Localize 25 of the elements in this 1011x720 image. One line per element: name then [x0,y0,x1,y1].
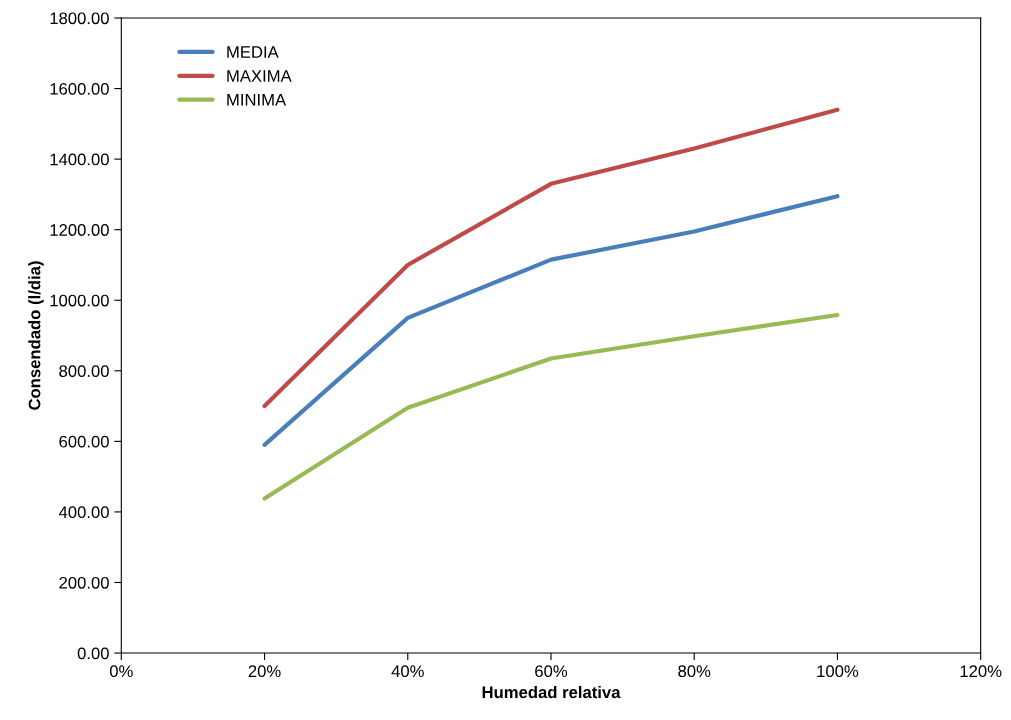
line-series [262,194,840,447]
x-tick-label: 40% [391,665,424,678]
x-tick-label: 80% [678,665,711,678]
x-axis-title: Humedad relativa [482,685,621,699]
y-tick-label: 1600.00 [50,82,109,95]
y-tick-label: 400.00 [58,506,109,519]
line-series [262,312,840,501]
y-tick-label: 600.00 [59,435,109,448]
y-tick-label: 1200.00 [50,224,109,236]
x-tick-label: 0% [109,665,133,678]
y-tick-label: 800.00 [59,365,109,377]
x-tick-label: 20% [248,665,281,678]
y-tick-label: 0.00 [77,647,109,660]
y-tick-label: 1000.00 [50,294,109,307]
x-tick-label: 120% [960,665,1002,678]
y-axis-title: Consendado (l/dia) [28,261,44,410]
legend-label: MINIMA [227,94,287,106]
x-tick-label: 60% [535,665,568,678]
y-tick-label: 1800.00 [50,12,109,25]
legend-label: MEDIA [227,46,279,58]
y-tick-label: 200.00 [59,576,109,589]
legend-label: MAXIMA [227,70,292,82]
line-series [262,107,840,409]
y-tick-label: 1400.00 [50,153,109,166]
x-tick-label: 100% [817,665,859,678]
